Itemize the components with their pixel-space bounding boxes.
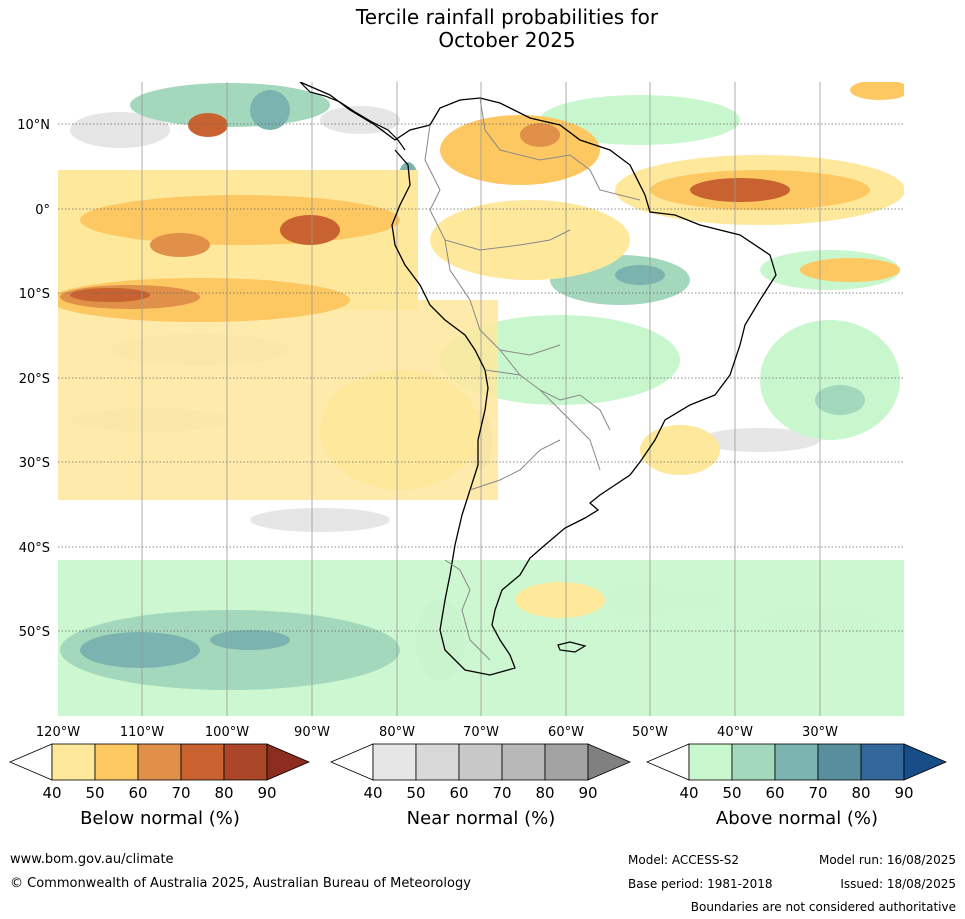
lon-label: 80°W	[379, 725, 415, 740]
colorbar-tick-label: 70	[808, 784, 827, 802]
longitude-labels: 120°W 110°W 100°W 90°W 80°W 70°W 60°W 50…	[36, 725, 838, 740]
lon-label: 70°W	[463, 725, 499, 740]
lon-label: 30°W	[802, 725, 838, 740]
colorbar-segment	[372, 743, 417, 781]
colorbar-segment	[51, 743, 96, 781]
lon-label: 110°W	[120, 725, 164, 740]
colorbar-segment	[544, 743, 589, 781]
colorbar-extend-high	[587, 743, 632, 781]
colorbar-segment	[223, 743, 268, 781]
lat-label: 10°S	[19, 287, 50, 302]
colorbar-segment	[137, 743, 182, 781]
footer-model: Model: ACCESS-S2	[628, 853, 740, 867]
colorbar-tick-label: 90	[257, 784, 276, 802]
lat-label: 10°N	[17, 118, 50, 133]
colorbar-title-near: Near normal (%)	[406, 808, 556, 829]
colorbar-tick-label: 70	[492, 784, 511, 802]
footer-disclaimer: Boundaries are not considered authoritat…	[690, 900, 956, 914]
country-borders	[424, 97, 641, 661]
colorbar-tick-label: 40	[679, 784, 698, 802]
map-title-line-2: October 2025	[438, 28, 576, 52]
colorbar-above-normal: 40 50 60 70 80 90	[645, 743, 948, 802]
colorbar-extend-low	[329, 743, 374, 781]
colorbar-tick-label: 50	[85, 784, 104, 802]
colorbar-segment	[94, 743, 139, 781]
colorbar-tick-label: 90	[578, 784, 597, 802]
lon-label: 120°W	[36, 725, 80, 740]
colorbar-tick-label: 80	[214, 784, 233, 802]
gridlines	[58, 82, 904, 716]
lon-label: 100°W	[205, 725, 249, 740]
colorbar-near-normal: 40 50 60 70 80 90	[329, 743, 632, 802]
colorbar-tick-label: 60	[765, 784, 784, 802]
colorbar-tick-label: 40	[363, 784, 382, 802]
lat-label: 50°S	[19, 625, 50, 640]
central-america-coastline	[299, 82, 406, 151]
colorbar-tick-label: 50	[722, 784, 741, 802]
colorbar-tick-label: 40	[42, 784, 61, 802]
colorbar-segment	[774, 743, 819, 781]
colorbar-segment	[415, 743, 460, 781]
colorbar-segment	[458, 743, 503, 781]
footer-model-run: Model run: 16/08/2025	[818, 853, 956, 867]
colorbar-tick-label: 80	[535, 784, 554, 802]
colorbar-extend-high	[903, 743, 948, 781]
lat-label: 20°S	[19, 372, 50, 387]
colorbar-tick-label: 70	[171, 784, 190, 802]
latitude-labels: 10°N 0° 10°S 20°S 30°S 40°S 50°S	[17, 118, 50, 640]
probability-field	[58, 82, 904, 716]
colorbar-segment	[731, 743, 776, 781]
footer-website: www.bom.gov.au/climate	[10, 852, 174, 867]
colorbar-segment	[180, 743, 225, 781]
colorbar-tick-label: 80	[851, 784, 870, 802]
lat-label: 30°S	[19, 456, 50, 471]
lat-label: 0°	[35, 203, 50, 218]
colorbar-title-below: Below normal (%)	[80, 808, 240, 829]
colorbar-below-normal: 40 50 60 70 80 90	[8, 743, 311, 802]
colorbar-tick-label: 60	[128, 784, 147, 802]
lon-label: 50°W	[632, 725, 668, 740]
colorbar-tick-label: 50	[406, 784, 425, 802]
colorbar-segment	[817, 743, 862, 781]
footer-copyright: © Commonwealth of Australia 2025, Austra…	[10, 876, 471, 891]
falkland-islands	[557, 641, 587, 653]
map-title-line-1: Tercile rainfall probabilities for	[355, 5, 659, 29]
colorbar-title-above: Above normal (%)	[715, 808, 879, 829]
lon-label: 60°W	[548, 725, 584, 740]
colorbar-extend-low	[8, 743, 53, 781]
footer-base-period: Base period: 1981-2018	[628, 877, 773, 891]
colorbar-segment	[501, 743, 546, 781]
lat-label: 40°S	[19, 541, 50, 556]
colorbar-extend-low	[645, 743, 690, 781]
lon-label: 90°W	[294, 725, 330, 740]
colorbar-tick-label: 60	[449, 784, 468, 802]
map-panel	[58, 82, 904, 716]
colorbar-segment	[860, 743, 905, 781]
colorbar-tick-label: 90	[894, 784, 913, 802]
lon-label: 40°W	[717, 725, 753, 740]
colorbar-extend-high	[266, 743, 311, 781]
footer-issued: Issued: 18/08/2025	[840, 877, 956, 891]
colorbar-segment	[688, 743, 733, 781]
